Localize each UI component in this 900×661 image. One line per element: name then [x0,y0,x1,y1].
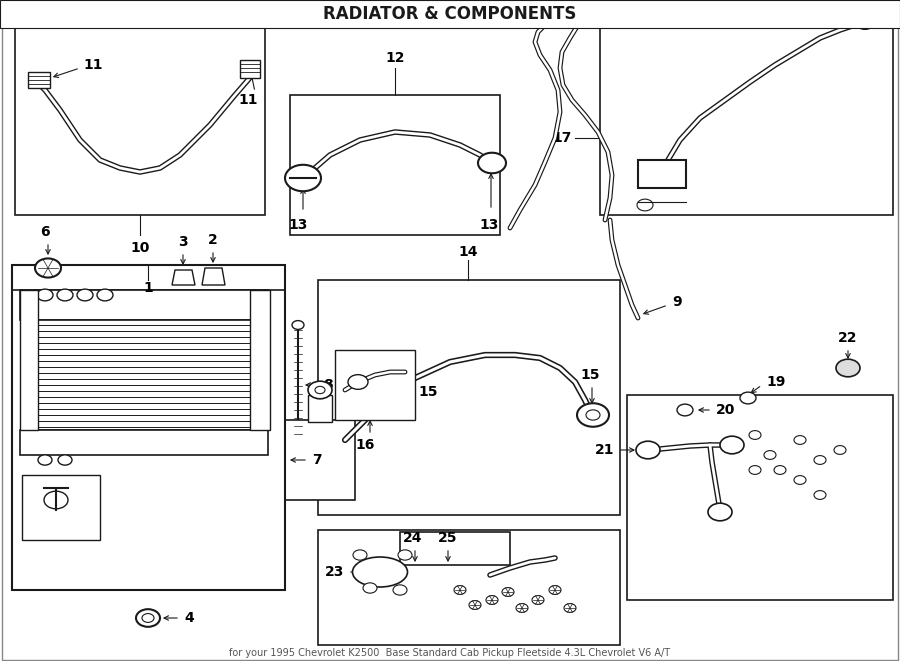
Circle shape [774,465,786,475]
Bar [240,60,260,78]
Circle shape [749,430,761,440]
Bar [335,350,415,420]
Bar [285,420,355,500]
Circle shape [398,550,412,560]
Circle shape [855,15,875,29]
Circle shape [285,165,321,191]
Circle shape [393,585,407,595]
Bar [627,395,893,600]
Text: 3: 3 [178,235,188,249]
Text: 15: 15 [580,368,599,382]
Text: 21: 21 [595,443,614,457]
Circle shape [794,436,806,444]
Polygon shape [202,268,225,285]
Circle shape [836,359,860,377]
Circle shape [77,289,93,301]
Circle shape [136,609,160,627]
Polygon shape [172,270,195,285]
Circle shape [37,289,53,301]
Text: for your 1995 Chevrolet K2500  Base Standard Cab Pickup Fleetside 4.3L Chevrolet: for your 1995 Chevrolet K2500 Base Stand… [230,648,670,658]
Text: 16: 16 [356,438,374,452]
Circle shape [740,392,756,404]
Text: 15: 15 [418,385,437,399]
Text: 19: 19 [766,375,786,389]
Text: 7: 7 [312,453,321,467]
Circle shape [636,441,660,459]
Text: 11: 11 [238,93,257,107]
Circle shape [348,375,368,389]
Bar [12,265,285,590]
Text: 9: 9 [672,295,681,309]
Circle shape [58,455,72,465]
Text: 12: 12 [385,51,405,65]
Bar [638,160,686,188]
Circle shape [720,436,744,454]
Bar [318,280,620,515]
Text: 13: 13 [288,218,308,232]
Text: 1: 1 [143,281,153,295]
Circle shape [577,403,609,427]
Text: 18: 18 [770,11,790,25]
Circle shape [564,603,576,612]
Circle shape [814,455,826,465]
Text: 5: 5 [85,513,94,527]
Text: 24: 24 [403,531,423,545]
Text: 20: 20 [716,403,735,417]
Circle shape [549,586,561,594]
Circle shape [486,596,498,604]
Bar [20,430,268,455]
Text: 17: 17 [553,131,572,145]
Text: 10: 10 [130,241,149,255]
Ellipse shape [353,557,408,587]
Text: 2: 2 [208,233,218,247]
Bar [308,395,332,422]
Circle shape [292,321,304,329]
Circle shape [794,476,806,485]
Circle shape [478,153,506,173]
Circle shape [532,596,544,604]
Circle shape [308,381,332,399]
Text: 23: 23 [325,565,344,579]
Bar [318,530,620,645]
Bar [22,475,100,540]
Circle shape [469,601,481,609]
Text: 4: 4 [184,611,194,625]
Circle shape [502,588,514,596]
Circle shape [38,455,52,465]
Text: 14: 14 [458,245,478,259]
Text: 8: 8 [323,378,333,392]
Bar [20,290,38,430]
Bar [28,72,50,88]
Bar [20,290,268,320]
Circle shape [353,550,367,560]
Circle shape [764,451,776,459]
Text: 25: 25 [438,531,458,545]
Bar [0,0,900,28]
Text: 6: 6 [40,225,50,239]
Bar [290,95,500,235]
Circle shape [35,258,61,278]
Circle shape [44,491,68,509]
Circle shape [516,603,528,612]
Circle shape [454,586,466,594]
Circle shape [708,503,732,521]
Bar [30,320,258,430]
Text: 11: 11 [83,58,103,72]
Bar [600,8,893,215]
Bar [15,8,265,215]
Bar [250,290,270,430]
Circle shape [363,583,377,593]
Circle shape [814,490,826,500]
Text: RADIATOR & COMPONENTS: RADIATOR & COMPONENTS [323,5,577,23]
Circle shape [57,289,73,301]
Circle shape [749,465,761,475]
Circle shape [834,446,846,454]
Circle shape [97,289,113,301]
Text: 22: 22 [838,331,858,345]
Text: 13: 13 [480,218,499,232]
Bar [12,290,285,590]
Bar [400,532,510,565]
